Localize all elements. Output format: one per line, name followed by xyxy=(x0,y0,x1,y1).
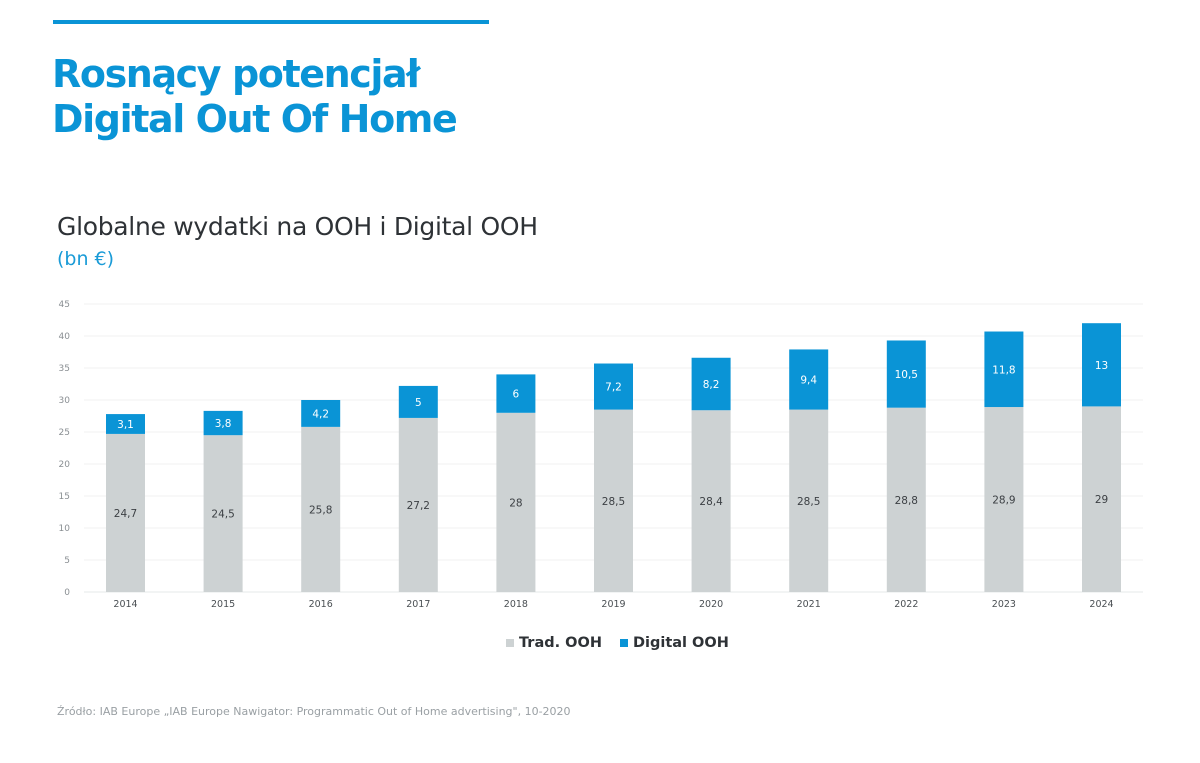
source-note: Źródło: IAB Europe „IAB Europe Nawigator… xyxy=(57,705,571,718)
bar-trad-ooh xyxy=(594,409,633,592)
legend-label-digital-ooh: Digital OOH xyxy=(632,635,729,651)
data-label-digital-ooh: 13 xyxy=(1095,360,1108,372)
x-tick-label: 2015 xyxy=(211,599,235,610)
x-tick-label: 2017 xyxy=(406,599,430,610)
bar-trad-ooh xyxy=(203,435,243,592)
bars xyxy=(106,323,1121,592)
data-label-trad-ooh: 25,8 xyxy=(309,504,332,516)
x-tick-label: 2016 xyxy=(309,599,333,610)
bar-digital-ooh xyxy=(301,400,341,427)
x-tick-label: 2020 xyxy=(699,599,723,610)
bar-trad-ooh xyxy=(106,433,145,592)
bar-digital-ooh xyxy=(496,374,536,413)
bar-trad-ooh xyxy=(496,412,536,592)
data-label-digital-ooh: 3,1 xyxy=(117,419,134,431)
y-tick-label: 35 xyxy=(59,364,70,374)
legend-item-trad-ooh: Trad. OOH xyxy=(506,635,602,651)
page-headline: Rosnący potencjał Digital Out Of Home xyxy=(52,52,458,142)
bar-trad-ooh xyxy=(398,417,438,592)
data-label-trad-ooh: 24,7 xyxy=(114,508,137,520)
bar-digital-ooh xyxy=(886,340,926,408)
data-label-digital-ooh: 3,8 xyxy=(215,418,232,430)
x-axis-ticks: 2014 2015 2016 2017 2018 2019 2020 2021 2022 2023… xyxy=(113,599,1113,610)
data-label-digital-ooh: 10,5 xyxy=(895,369,918,381)
chart-unit-subtitle: (bn €) xyxy=(57,248,115,270)
data-label-trad-ooh: 28,9 xyxy=(992,495,1015,507)
x-tick-label: 2014 xyxy=(113,599,137,610)
bar-trad-ooh xyxy=(301,426,341,592)
bar-digital-ooh xyxy=(984,331,1024,408)
y-tick-label: 40 xyxy=(59,332,71,342)
legend-label-trad-ooh: Trad. OOH xyxy=(519,635,602,651)
y-tick-label: 0 xyxy=(64,588,70,598)
bar-trad-ooh xyxy=(789,409,829,592)
y-tick-label: 30 xyxy=(59,396,71,406)
bar-trad-ooh xyxy=(886,407,926,592)
chart-title: Globalne wydatki na OOH i Digital OOH xyxy=(57,212,538,241)
x-tick-label: 2021 xyxy=(797,599,821,610)
data-label-trad-ooh: 28,5 xyxy=(797,496,820,508)
top-accent-rule xyxy=(53,20,489,24)
bar-digital-ooh xyxy=(106,414,145,434)
legend-item-digital-ooh: Digital OOH xyxy=(619,635,729,651)
x-tick-label: 2018 xyxy=(504,599,528,610)
data-label-trad-ooh: 29 xyxy=(1095,494,1108,506)
data-label-digital-ooh: 6 xyxy=(513,389,520,401)
data-label-digital-ooh: 4,2 xyxy=(312,408,329,420)
bar-digital-ooh xyxy=(691,357,731,411)
y-tick-label: 10 xyxy=(59,524,71,534)
bar-digital-ooh xyxy=(398,385,438,418)
y-tick-label: 5 xyxy=(64,556,70,566)
y-tick-label: 25 xyxy=(59,428,70,438)
data-label-digital-ooh: 11,8 xyxy=(992,364,1015,376)
data-label-digital-ooh: 7,2 xyxy=(605,382,622,394)
headline-line-2: Digital Out Of Home xyxy=(52,97,458,141)
headline-line-1: Rosnący potencjał xyxy=(52,52,420,96)
y-tick-label: 20 xyxy=(59,460,71,470)
y-tick-label: 15 xyxy=(59,492,70,502)
x-tick-label: 2022 xyxy=(894,599,918,610)
data-label-trad-ooh: 28,5 xyxy=(602,496,625,508)
bar-trad-ooh xyxy=(984,407,1024,592)
data-label-digital-ooh: 9,4 xyxy=(800,375,817,387)
chart-legend: Trad. OOH Digital OOH xyxy=(506,635,729,651)
data-label-trad-ooh: 28,8 xyxy=(895,495,918,507)
data-label-digital-ooh: 5 xyxy=(415,397,422,409)
data-label-trad-ooh: 28 xyxy=(509,497,522,509)
data-labels: 24,7 3,1 24,5 3,8 25,8 4,2 27,2 5 28 6 28,5 7,2 28,4… xyxy=(114,360,1108,521)
legend-swatch-trad-ooh xyxy=(506,639,514,647)
y-axis-ticks: 0 5 10 15 20 25 30 35 40 45 xyxy=(59,300,71,598)
y-tick-label: 45 xyxy=(59,300,70,310)
x-tick-label: 2024 xyxy=(1089,599,1113,610)
data-label-trad-ooh: 27,2 xyxy=(407,500,430,512)
bar-digital-ooh xyxy=(203,410,243,436)
bar-digital-ooh xyxy=(1082,323,1121,407)
data-label-digital-ooh: 8,2 xyxy=(703,379,720,391)
data-label-trad-ooh: 28,4 xyxy=(699,496,723,508)
x-tick-label: 2023 xyxy=(992,599,1016,610)
legend-swatch-digital-ooh xyxy=(619,639,628,647)
bar-digital-ooh xyxy=(594,363,633,410)
data-label-trad-ooh: 24,5 xyxy=(211,509,234,521)
bar-trad-ooh xyxy=(1082,406,1121,592)
bar-digital-ooh xyxy=(789,349,829,410)
x-tick-label: 2019 xyxy=(601,599,625,610)
bar-trad-ooh xyxy=(691,410,731,592)
